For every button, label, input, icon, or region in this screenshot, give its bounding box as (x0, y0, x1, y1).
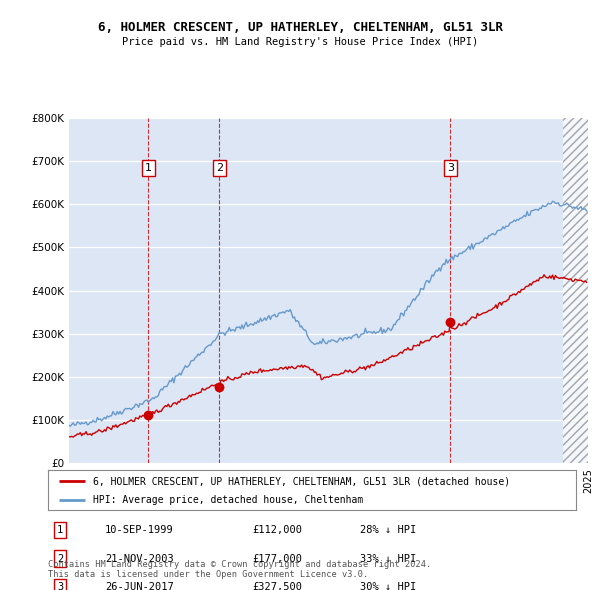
Text: 21-NOV-2003: 21-NOV-2003 (105, 553, 174, 563)
Text: 28% ↓ HPI: 28% ↓ HPI (360, 525, 416, 535)
Text: 2: 2 (57, 553, 63, 563)
Text: 33% ↓ HPI: 33% ↓ HPI (360, 553, 416, 563)
Point (143, 410, 153, 419)
Text: 3: 3 (447, 163, 454, 173)
Text: 6, HOLMER CRESCENT, UP HATHERLEY, CHELTENHAM, GL51 3LR (detached house): 6, HOLMER CRESCENT, UP HATHERLEY, CHELTE… (93, 477, 510, 487)
Text: £327,500: £327,500 (252, 582, 302, 590)
Text: 3: 3 (57, 582, 63, 590)
Point (215, 382, 224, 392)
Text: £177,000: £177,000 (252, 553, 302, 563)
Text: Price paid vs. HM Land Registry's House Price Index (HPI): Price paid vs. HM Land Registry's House … (122, 37, 478, 47)
Text: Contains HM Land Registry data © Crown copyright and database right 2024.
This d: Contains HM Land Registry data © Crown c… (48, 560, 431, 579)
Text: 26-JUN-2017: 26-JUN-2017 (105, 582, 174, 590)
Text: 1: 1 (57, 525, 63, 535)
Point (446, 317, 455, 327)
Text: 1: 1 (145, 163, 152, 173)
Text: 10-SEP-1999: 10-SEP-1999 (105, 525, 174, 535)
Text: £112,000: £112,000 (252, 525, 302, 535)
Bar (563, 118, 588, 463)
Text: 30% ↓ HPI: 30% ↓ HPI (360, 582, 416, 590)
Text: 2: 2 (216, 163, 223, 173)
Text: 6, HOLMER CRESCENT, UP HATHERLEY, CHELTENHAM, GL51 3LR: 6, HOLMER CRESCENT, UP HATHERLEY, CHELTE… (97, 21, 503, 34)
Text: HPI: Average price, detached house, Cheltenham: HPI: Average price, detached house, Chel… (93, 496, 363, 505)
